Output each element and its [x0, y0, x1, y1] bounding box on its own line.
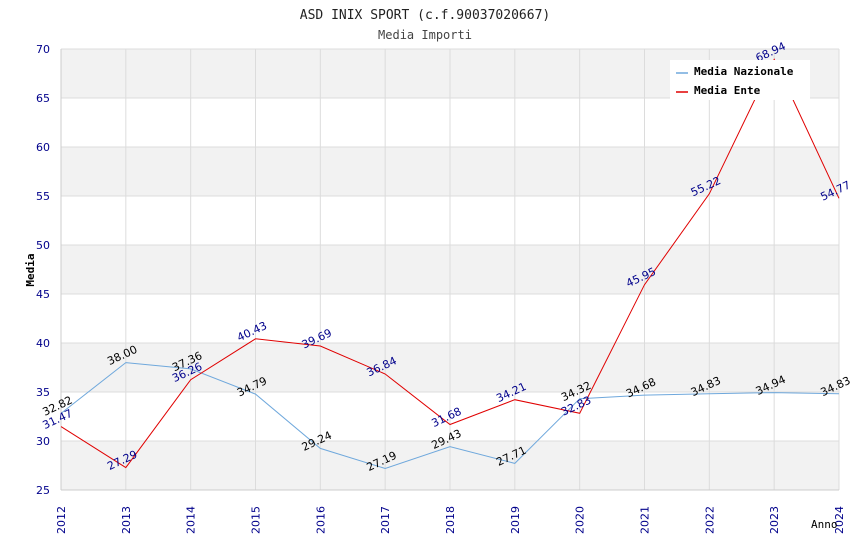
x-tick-label: 2022	[703, 506, 716, 534]
x-tick-label: 2016	[314, 506, 327, 534]
y-tick-label: 25	[36, 484, 50, 497]
y-tick-label: 45	[36, 288, 50, 301]
y-tick-labels: 25 30 35 40 45 50 55 60 65 70	[36, 43, 50, 497]
x-tick-label: 2012	[55, 506, 68, 534]
data-label: 40.43	[235, 319, 269, 344]
y-tick-label: 55	[36, 190, 50, 203]
chart-subtitle: Media Importi	[378, 28, 472, 42]
x-tick-label: 2018	[444, 506, 457, 534]
series-line-media-ente	[60, 58, 840, 469]
y-axis-label: Media	[24, 253, 37, 286]
x-tick-label: 2013	[120, 506, 133, 534]
y-tick-label: 35	[36, 386, 50, 399]
chart-title: ASD INIX SPORT (c.f.90037020667)	[300, 8, 550, 23]
legend-box	[670, 60, 810, 100]
x-tick-label: 2015	[250, 506, 263, 534]
legend: Media Nazionale Media Ente	[670, 60, 810, 100]
y-tick-label: 70	[36, 43, 50, 56]
x-tick-labels: 2012 2013 2014 2015 2016 2017 2018 2019 2020 2021…	[55, 506, 846, 534]
y-tick-label: 30	[36, 435, 50, 448]
series-lines	[60, 58, 840, 470]
gridlines	[60, 48, 840, 491]
legend-label-media-ente: Media Ente	[694, 84, 761, 97]
x-tick-label: 2023	[768, 506, 781, 534]
x-tick-label: 2020	[574, 506, 587, 534]
data-label: 31.68	[429, 405, 463, 430]
legend-label-media-nazionale: Media Nazionale	[694, 65, 794, 78]
y-tick-label: 40	[36, 337, 50, 350]
x-tick-label: 2019	[509, 506, 522, 534]
x-tick-label: 2017	[379, 506, 392, 534]
series-line-media-nazionale	[60, 362, 840, 470]
axes	[60, 49, 839, 491]
x-tick-label: 2014	[185, 506, 198, 534]
y-tick-label: 65	[36, 92, 50, 105]
y-tick-label: 50	[36, 239, 50, 252]
x-tick-label: 2021	[639, 506, 652, 534]
x-tick-label: 2024	[833, 506, 846, 534]
y-tick-label: 60	[36, 141, 50, 154]
x-axis-label: Anno	[811, 518, 838, 531]
